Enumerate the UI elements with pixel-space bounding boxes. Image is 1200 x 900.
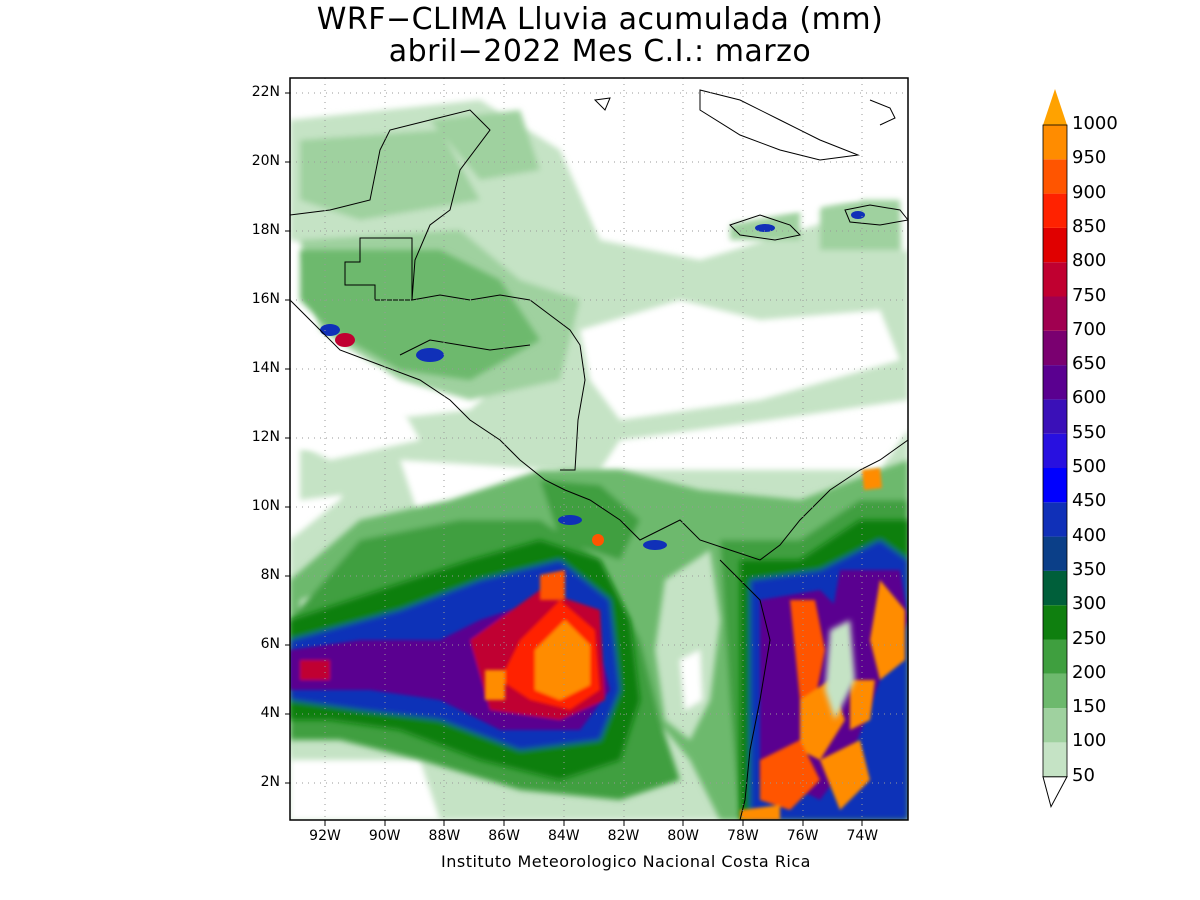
gridlines [290,78,908,820]
axis-ticks [285,92,863,826]
lat-label: 8N [260,567,280,583]
colorbar-label: 700 [1072,318,1107,340]
colorbar-swatch [1043,708,1067,743]
coastlines [290,89,908,820]
colorbar-swatch [1043,468,1067,503]
colorbar-swatch [1043,570,1067,606]
colorbar [1042,89,1068,809]
map-title: WRF−CLIMA Lluvia acumulada (mm) [316,2,884,37]
colorbar-label: 1000 [1072,113,1118,134]
lon-label: 90W [368,828,401,844]
colorbar-label: 200 [1072,661,1107,683]
colorbar-label: 50 [1072,764,1095,786]
colorbar-swatch [1043,159,1067,194]
lon-label: 74W [846,828,879,844]
rain-field [290,78,908,820]
colorbar-label: 900 [1072,181,1107,203]
colorbar-label: 250 [1072,627,1107,649]
colorbar-swatch [1043,673,1067,709]
colorbar-upper-arrow [1043,89,1067,125]
colorbar-label: 350 [1072,558,1107,580]
colorbar-swatch [1043,742,1067,777]
lon-label: 78W [727,828,759,844]
lat-label: 4N [260,705,280,721]
lat-label: 6N [260,636,280,652]
colorbar-swatch [1043,605,1067,640]
colorbar-swatch [1043,639,1067,674]
colorbar-swatch [1043,296,1067,331]
colorbar-label: 950 [1072,147,1107,169]
colorbar-swatch [1043,433,1067,468]
colorbar-swatch [1043,330,1067,366]
lat-label: 14N [251,360,280,376]
lat-label: 2N [260,774,280,790]
colorbar-label: 500 [1072,456,1107,477]
local-cells [320,211,865,550]
colorbar-swatch [1043,227,1067,263]
rain-850-1000 [485,468,905,820]
lat-label: 20N [251,153,280,169]
colorbar-label: 650 [1072,353,1107,375]
lon-label: 82W [607,828,640,844]
map-frame [289,77,909,821]
colorbar-swatch [1043,193,1067,228]
colorbar-swatch [1043,502,1067,537]
credit-text: Instituto Meteorologico Nacional Costa R… [441,852,811,871]
lat-label: 16N [251,291,280,307]
colorbar-label: 850 [1072,215,1107,237]
colorbar-label: 400 [1072,524,1107,546]
dry-regions [290,110,900,820]
lat-label: 22N [251,84,280,100]
colorbar-label: 150 [1072,696,1107,718]
colorbar-label: 600 [1072,387,1107,409]
colorbar-lower-arrow [1042,776,1068,809]
valley-gap [655,550,855,740]
lon-label: 86W [488,828,520,844]
lat-label: 18N [251,222,280,238]
map-subtitle: abril−2022 Mes C.I.: marzo [388,34,812,69]
colorbar-label: 450 [1072,490,1107,512]
colorbar-swatch [1043,536,1067,571]
lon-label: 84W [547,828,580,844]
lat-label: 10N [251,498,280,514]
colorbar-swatch [1043,125,1067,160]
lon-label: 80W [667,828,700,844]
colorbar-label: 550 [1072,421,1107,443]
lon-label: 88W [428,828,461,844]
colorbar-label: 800 [1072,250,1107,272]
colorbar-swatch [1043,262,1067,297]
lon-label: 92W [309,828,341,844]
lat-label: 12N [251,429,280,445]
colorbar-label: 100 [1072,730,1107,752]
colorbar-outline [1042,124,1068,778]
colorbar-label: 300 [1072,593,1107,615]
colorbar-label: 750 [1072,284,1107,306]
lon-label: 76W [786,828,819,844]
colorbar-swatch [1043,365,1067,400]
colorbar-swatch [1043,399,1067,434]
